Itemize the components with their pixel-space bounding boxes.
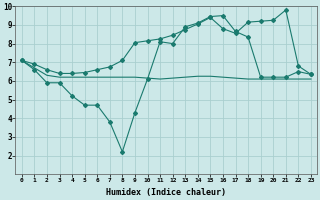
X-axis label: Humidex (Indice chaleur): Humidex (Indice chaleur) (106, 188, 226, 197)
